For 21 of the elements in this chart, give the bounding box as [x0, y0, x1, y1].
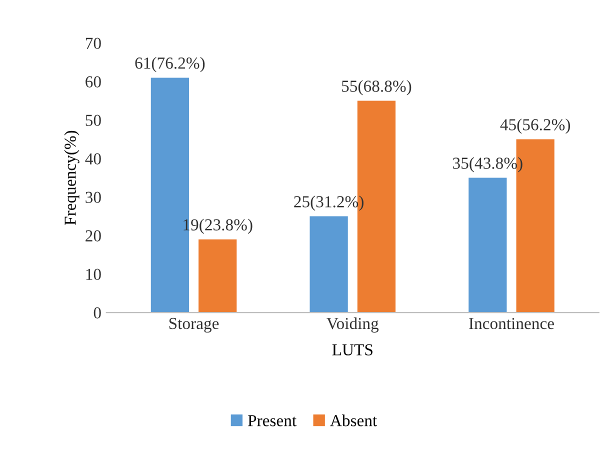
legend-label: Absent: [330, 414, 378, 426]
x-tick-label: Storage: [169, 318, 219, 333]
y-tick-label: 70: [86, 38, 101, 49]
y-tick-label: 40: [85, 153, 101, 164]
y-tick-label: 0: [94, 307, 101, 319]
y-tick-label: 10: [86, 268, 101, 280]
y-axis-title: Frequency(%): [64, 130, 80, 225]
y-tick-label: 20: [86, 230, 101, 242]
bar: [198, 239, 237, 313]
bar: [468, 178, 507, 313]
x-tick-label: Incontinence: [469, 318, 554, 330]
legend-label: Present: [248, 415, 296, 426]
bar: [310, 216, 348, 313]
y-tick-label: 30: [86, 192, 101, 203]
y-tick-label: 50: [86, 114, 101, 126]
x-tick-label: Voiding: [326, 317, 379, 333]
data-label: 45(56.2%): [500, 118, 570, 134]
x-axis-title: LUTS: [332, 344, 372, 356]
y-tick-label: 60: [86, 76, 101, 88]
data-label: 55(68.8%): [342, 80, 412, 96]
data-label: 61(76.2%): [135, 57, 205, 72]
